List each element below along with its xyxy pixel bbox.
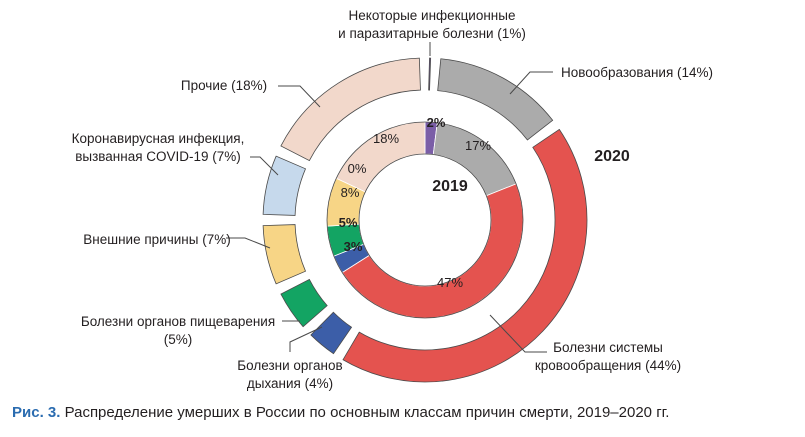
inner-label-digest: 5%: [339, 215, 358, 230]
year-label-2019: 2019: [432, 178, 468, 195]
inner-ring-hole: [358, 153, 492, 287]
year-label-2020: 2020: [594, 148, 630, 165]
figure-number: Рис. 3.: [12, 404, 61, 421]
outer-label-circ: Болезни системы кровообращения (44%): [535, 340, 681, 373]
inner-label-covid: 0%: [348, 161, 367, 176]
inner-label-infect: 2%: [427, 115, 446, 130]
outer-label-covid: Коронавирусная инфекция, вызванная COVID-…: [72, 131, 245, 164]
leader-line-resp: [289, 326, 323, 352]
figure-caption-text: Распределение умерших в России по основн…: [60, 404, 670, 421]
outer-slice-ext: [262, 224, 307, 285]
donut-chart: 2% 17% 47% 3% 5% 8% 0% 18% 2019 2020 Некоторые инф…: [72, 8, 713, 391]
inner-label-resp: 3%: [344, 239, 363, 254]
outer-slice-digest: [280, 278, 328, 328]
inner-label-other: 18%: [373, 131, 399, 146]
leader-line-circ: [489, 314, 547, 353]
outer-slice-infect: [428, 57, 432, 91]
outer-label-digest: Болезни органов пищеварения (5%): [81, 314, 275, 347]
outer-label-resp: Болезни органов дыхания (4%): [237, 358, 342, 391]
leader-line-covid: [250, 156, 279, 176]
leader-line-neo: [509, 71, 553, 95]
inner-label-circ: 47%: [437, 275, 463, 290]
figure-caption: Рис. 3. Распределение умерших в России п…: [12, 404, 669, 421]
outer-slice-resp: [310, 311, 353, 355]
inner-label-ext: 8%: [341, 185, 360, 200]
outer-label-neo: Новообразования (14%): [561, 65, 713, 80]
outer-slice-circ: [342, 128, 588, 383]
leader-line-ext: [226, 237, 271, 249]
inner-label-neo: 17%: [465, 138, 491, 153]
outer-slice-neo: [437, 58, 554, 141]
outer-label-infect: Некоторые инфекционные и паразитарные бол…: [338, 8, 526, 41]
inner-ring-outline: [326, 121, 524, 319]
leader-line-other: [278, 85, 321, 108]
outer-slice-covid: [262, 155, 307, 216]
outer-label-other: Прочие (18%): [181, 78, 267, 93]
outer-slice-other: [280, 57, 421, 162]
outer-label-ext: Внешние причины (7%): [83, 232, 230, 247]
